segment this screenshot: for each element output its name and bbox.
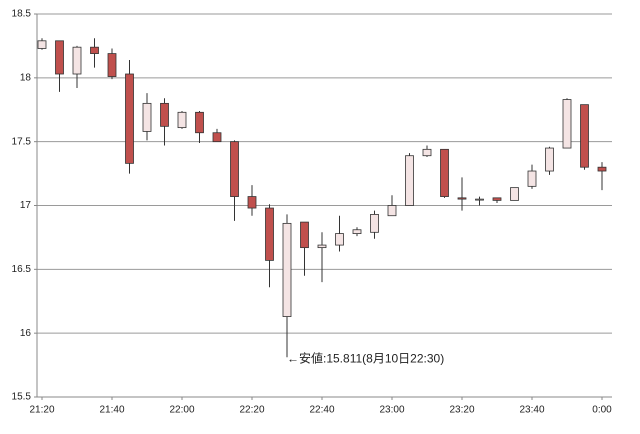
down-body <box>457 197 467 200</box>
up-body <box>527 170 537 187</box>
down-body <box>195 111 204 134</box>
down-body <box>597 166 607 172</box>
down-body <box>265 207 274 261</box>
x-tick-label: 23:40 <box>519 405 544 416</box>
up-body <box>37 40 47 49</box>
x-tick-label: 0:00 <box>592 405 612 416</box>
up-body <box>177 111 187 129</box>
down-body <box>440 148 449 197</box>
up-body <box>352 229 362 234</box>
up-body <box>370 214 379 233</box>
y-tick-label: 16 <box>20 328 32 339</box>
up-body <box>335 233 344 246</box>
down-body <box>90 46 99 54</box>
x-tick-label: 22:40 <box>309 405 334 416</box>
up-body <box>545 147 554 172</box>
y-tick-label: 17.5 <box>12 136 32 147</box>
x-tick-label: 21:20 <box>29 405 54 416</box>
y-tick-label: 18 <box>20 72 32 83</box>
up-body <box>475 198 484 201</box>
up-body <box>317 244 327 249</box>
up-body <box>510 187 519 201</box>
y-tick-label: 15.5 <box>12 392 32 403</box>
down-body <box>160 102 169 127</box>
down-body <box>300 221 309 249</box>
up-body <box>282 222 292 317</box>
y-tick-label: 16.5 <box>12 264 32 275</box>
x-tick-label: 22:00 <box>169 405 194 416</box>
y-tick-label: 18.5 <box>12 9 32 20</box>
down-body <box>55 40 64 75</box>
down-body <box>247 196 257 209</box>
down-body <box>580 104 589 168</box>
down-body <box>492 197 502 201</box>
down-body <box>125 73 134 164</box>
x-tick-label: 22:20 <box>239 405 264 416</box>
x-tick-label: 23:20 <box>449 405 474 416</box>
up-body <box>405 155 414 206</box>
up-body <box>387 205 397 217</box>
down-body <box>107 53 117 77</box>
down-body <box>212 132 222 143</box>
annotation: ←安値:15.811(8月10日22:30) <box>287 350 444 365</box>
up-body <box>422 148 432 157</box>
down-body <box>230 141 239 197</box>
up-body <box>562 99 572 149</box>
y-tick-label: 17 <box>20 200 32 211</box>
x-tick-label: 21:40 <box>99 405 124 416</box>
up-body <box>72 46 82 75</box>
x-tick-label: 23:00 <box>379 405 404 416</box>
up-body <box>142 102 152 132</box>
